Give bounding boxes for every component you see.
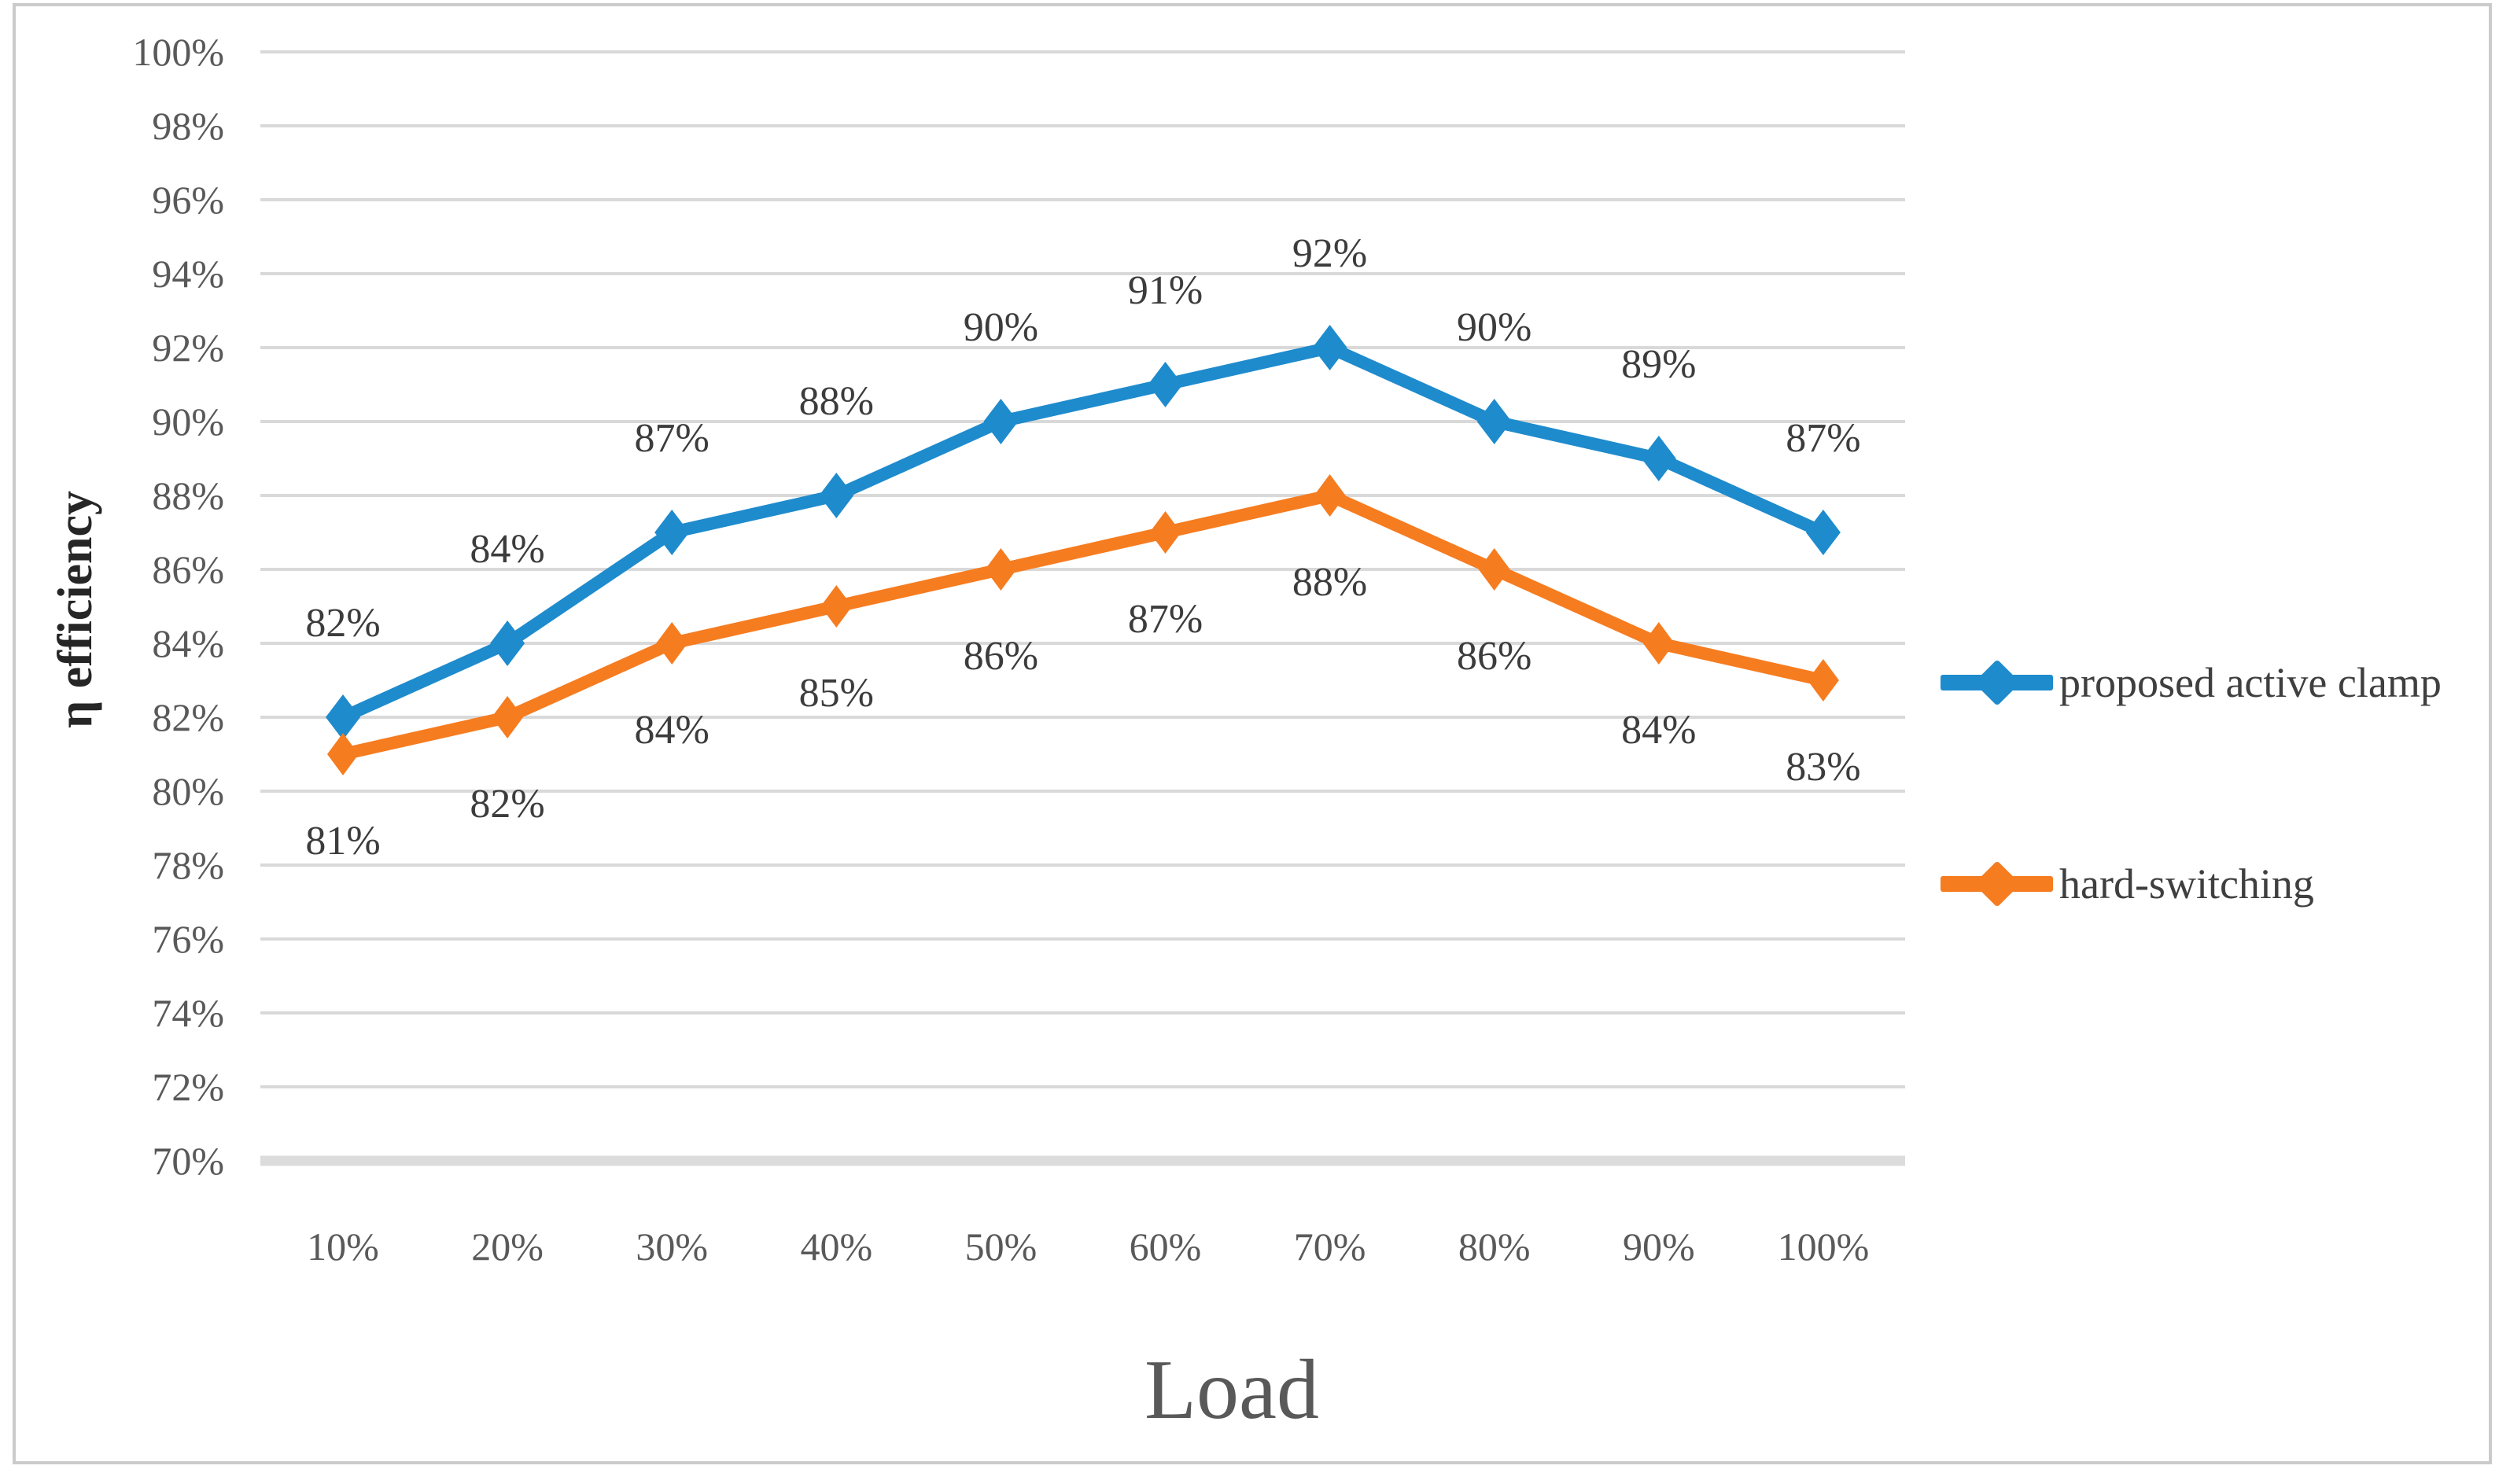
svg-text:82%: 82%: [305, 601, 380, 646]
svg-text:82%: 82%: [470, 782, 544, 827]
svg-text:70%: 70%: [1294, 1224, 1366, 1269]
svg-text:86%: 86%: [964, 634, 1038, 679]
svg-text:100%: 100%: [1778, 1224, 1870, 1269]
svg-text:94%: 94%: [152, 252, 224, 296]
svg-text:78%: 78%: [152, 843, 224, 887]
svg-text:88%: 88%: [799, 379, 874, 424]
svg-text:30%: 30%: [636, 1224, 708, 1269]
svg-text:84%: 84%: [1621, 708, 1696, 753]
svg-text:91%: 91%: [1128, 268, 1203, 313]
svg-text:90%: 90%: [1457, 305, 1531, 350]
svg-text:84%: 84%: [152, 621, 224, 665]
svg-text:10%: 10%: [307, 1224, 379, 1269]
svg-text:92%: 92%: [152, 326, 224, 370]
svg-text:90%: 90%: [1623, 1224, 1695, 1269]
svg-text:82%: 82%: [152, 695, 224, 739]
svg-text:88%: 88%: [152, 473, 224, 517]
svg-text:83%: 83%: [1786, 745, 1860, 790]
svg-text:80%: 80%: [1458, 1224, 1531, 1269]
svg-text:76%: 76%: [152, 917, 224, 961]
svg-text:87%: 87%: [1786, 416, 1860, 461]
svg-text:90%: 90%: [964, 305, 1038, 350]
svg-text:20%: 20%: [471, 1224, 544, 1269]
svg-text:88%: 88%: [1292, 560, 1367, 605]
svg-text:81%: 81%: [305, 819, 380, 864]
svg-text:98%: 98%: [152, 104, 224, 148]
svg-text:84%: 84%: [635, 708, 710, 753]
svg-text:60%: 60%: [1130, 1224, 1202, 1269]
svg-text:80%: 80%: [152, 769, 224, 813]
svg-text:72%: 72%: [152, 1065, 224, 1109]
svg-text:90%: 90%: [152, 400, 224, 444]
svg-text:96%: 96%: [152, 178, 224, 222]
svg-text:86%: 86%: [1457, 634, 1531, 679]
svg-text:70%: 70%: [152, 1139, 224, 1183]
svg-text:84%: 84%: [470, 527, 544, 572]
x-axis-title: Load: [1144, 1343, 1319, 1437]
svg-text:89%: 89%: [1621, 342, 1696, 387]
svg-text:85%: 85%: [799, 671, 874, 716]
svg-text:86%: 86%: [152, 547, 224, 591]
svg-text:74%: 74%: [152, 991, 224, 1035]
svg-text:100%: 100%: [132, 30, 224, 74]
y-axis-title: η efficiency: [49, 491, 102, 729]
svg-text:87%: 87%: [1128, 597, 1203, 642]
svg-text:50%: 50%: [965, 1224, 1038, 1269]
svg-text:92%: 92%: [1292, 231, 1367, 276]
svg-text:40%: 40%: [800, 1224, 872, 1269]
svg-text:87%: 87%: [635, 416, 710, 461]
